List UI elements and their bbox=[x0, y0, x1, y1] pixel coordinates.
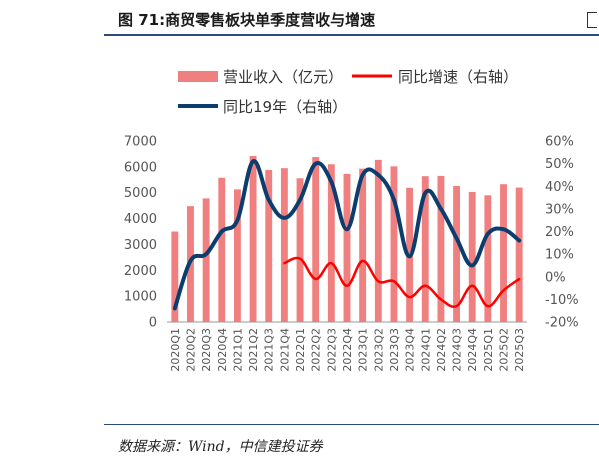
x-axis-tick-label: 2020Q3 bbox=[200, 328, 213, 372]
revenue-bar bbox=[421, 176, 429, 322]
x-axis-tick-label: 2022Q2 bbox=[310, 328, 323, 372]
right-axis-tick-label: 50% bbox=[545, 157, 574, 172]
title-rule bbox=[104, 34, 599, 36]
revenue-bar bbox=[327, 164, 335, 322]
revenue-bar bbox=[390, 166, 398, 322]
x-axis-tick-label: 2021Q2 bbox=[247, 328, 260, 372]
right-axis-tick-label: -10% bbox=[545, 293, 579, 308]
vs-2019-growth-line bbox=[172, 159, 522, 311]
revenue-bar bbox=[233, 189, 241, 322]
x-axis-tick-label: 2023Q3 bbox=[388, 328, 401, 372]
right-axis-tick-label: 60% bbox=[545, 135, 574, 150]
left-axis-tick-label: 2000 bbox=[124, 264, 157, 279]
x-axis-tick-label: 2022Q4 bbox=[341, 328, 354, 372]
source-note: 数据来源：Wind，中信建投证券 bbox=[118, 439, 323, 455]
x-axis-tick-label: 2024Q1 bbox=[419, 328, 432, 372]
x-axis-tick-label: 2023Q1 bbox=[357, 328, 370, 372]
revenue-bar bbox=[249, 155, 257, 322]
left-axis-tick-label: 4000 bbox=[124, 212, 157, 227]
revenue-bar bbox=[484, 195, 492, 322]
left-axis-tick-label: 7000 bbox=[124, 135, 157, 150]
footer-rule bbox=[104, 424, 599, 425]
x-axis-tick-label: 2021Q1 bbox=[231, 328, 244, 372]
left-axis-tick-label: 1000 bbox=[124, 290, 157, 305]
revenue-bar bbox=[312, 157, 320, 322]
revenue-bar bbox=[265, 169, 273, 322]
revenue-bar bbox=[280, 168, 288, 322]
right-axis-tick-label: 10% bbox=[545, 248, 574, 263]
yoy-growth-line bbox=[283, 256, 521, 308]
revenue-bar bbox=[359, 168, 367, 322]
x-axis-tick-label: 2024Q4 bbox=[466, 328, 479, 372]
x-axis-tick-label: 2024Q2 bbox=[435, 328, 448, 372]
x-axis-tick-label: 2022Q1 bbox=[294, 328, 307, 372]
revenue-bar bbox=[437, 175, 445, 322]
x-axis-tick-label: 2020Q2 bbox=[184, 328, 197, 372]
legend-label-vs2019: 同比19年（右轴） bbox=[223, 98, 347, 116]
revenue-bar bbox=[171, 231, 179, 322]
left-axis-tick-label: 5000 bbox=[124, 186, 157, 201]
revenue-bar bbox=[453, 185, 461, 322]
left-axis-ticks: 0 1000 2000 3000 4000 5000 6000 7000 bbox=[124, 135, 157, 331]
x-axis-tick-label: 2020Q1 bbox=[169, 328, 182, 372]
x-axis-tick-label: 2023Q2 bbox=[372, 328, 385, 372]
revenue-bar bbox=[343, 173, 351, 322]
x-axis-tick-label: 2020Q4 bbox=[216, 328, 229, 372]
x-axis-tick-label: 2022Q3 bbox=[325, 328, 338, 372]
x-axis-ticks: 2020Q1 2020Q2 2020Q3 2020Q4 2021Q1 2021Q2 2021… bbox=[169, 328, 526, 372]
right-axis-tick-label: 0% bbox=[545, 270, 566, 285]
x-axis-tick-label: 2025Q3 bbox=[513, 328, 526, 372]
x-axis-tick-label: 2023Q4 bbox=[404, 328, 417, 372]
left-axis-tick-label: 6000 bbox=[124, 160, 157, 175]
x-axis-tick-label: 2021Q4 bbox=[278, 328, 291, 372]
right-axis-tick-label: 20% bbox=[545, 225, 574, 240]
right-axis-tick-label: 40% bbox=[545, 180, 574, 195]
revenue-bar bbox=[468, 191, 476, 322]
bar-series-revenue bbox=[171, 155, 523, 322]
x-axis-tick-label: 2021Q3 bbox=[263, 328, 276, 372]
left-axis-tick-label: 0 bbox=[149, 316, 157, 331]
revenue-bar bbox=[515, 187, 523, 322]
left-axis-tick-label: 3000 bbox=[124, 238, 157, 253]
legend-label-revenue: 营业收入（亿元） bbox=[223, 68, 343, 86]
revenue-bar bbox=[296, 178, 304, 322]
x-axis-tick-label: 2025Q2 bbox=[498, 328, 511, 372]
right-axis-tick-label: 30% bbox=[545, 202, 574, 217]
revenue-bar bbox=[500, 184, 507, 322]
revenue-bar bbox=[202, 198, 210, 322]
legend-label-yoy: 同比增速（右轴） bbox=[398, 68, 518, 86]
chart-legend: 营业收入（亿元） 同比增速（右轴） 同比19年（右轴） bbox=[178, 68, 518, 116]
figure-title: 图 71:商贸零售板块单季度营收与增速 bbox=[118, 11, 376, 29]
x-axis-tick-label: 2024Q3 bbox=[451, 328, 464, 372]
right-axis-tick-label: -20% bbox=[545, 316, 579, 331]
legend-swatch-revenue bbox=[178, 71, 218, 82]
x-axis-tick-label: 2025Q1 bbox=[482, 328, 495, 372]
revenue-bar bbox=[218, 177, 226, 322]
revenue-bar bbox=[374, 159, 382, 322]
cropped-edge-mark bbox=[587, 12, 597, 28]
right-axis-ticks: -20% -10% 0% 10% 20% 30% 40% 50% 60% bbox=[545, 135, 579, 331]
